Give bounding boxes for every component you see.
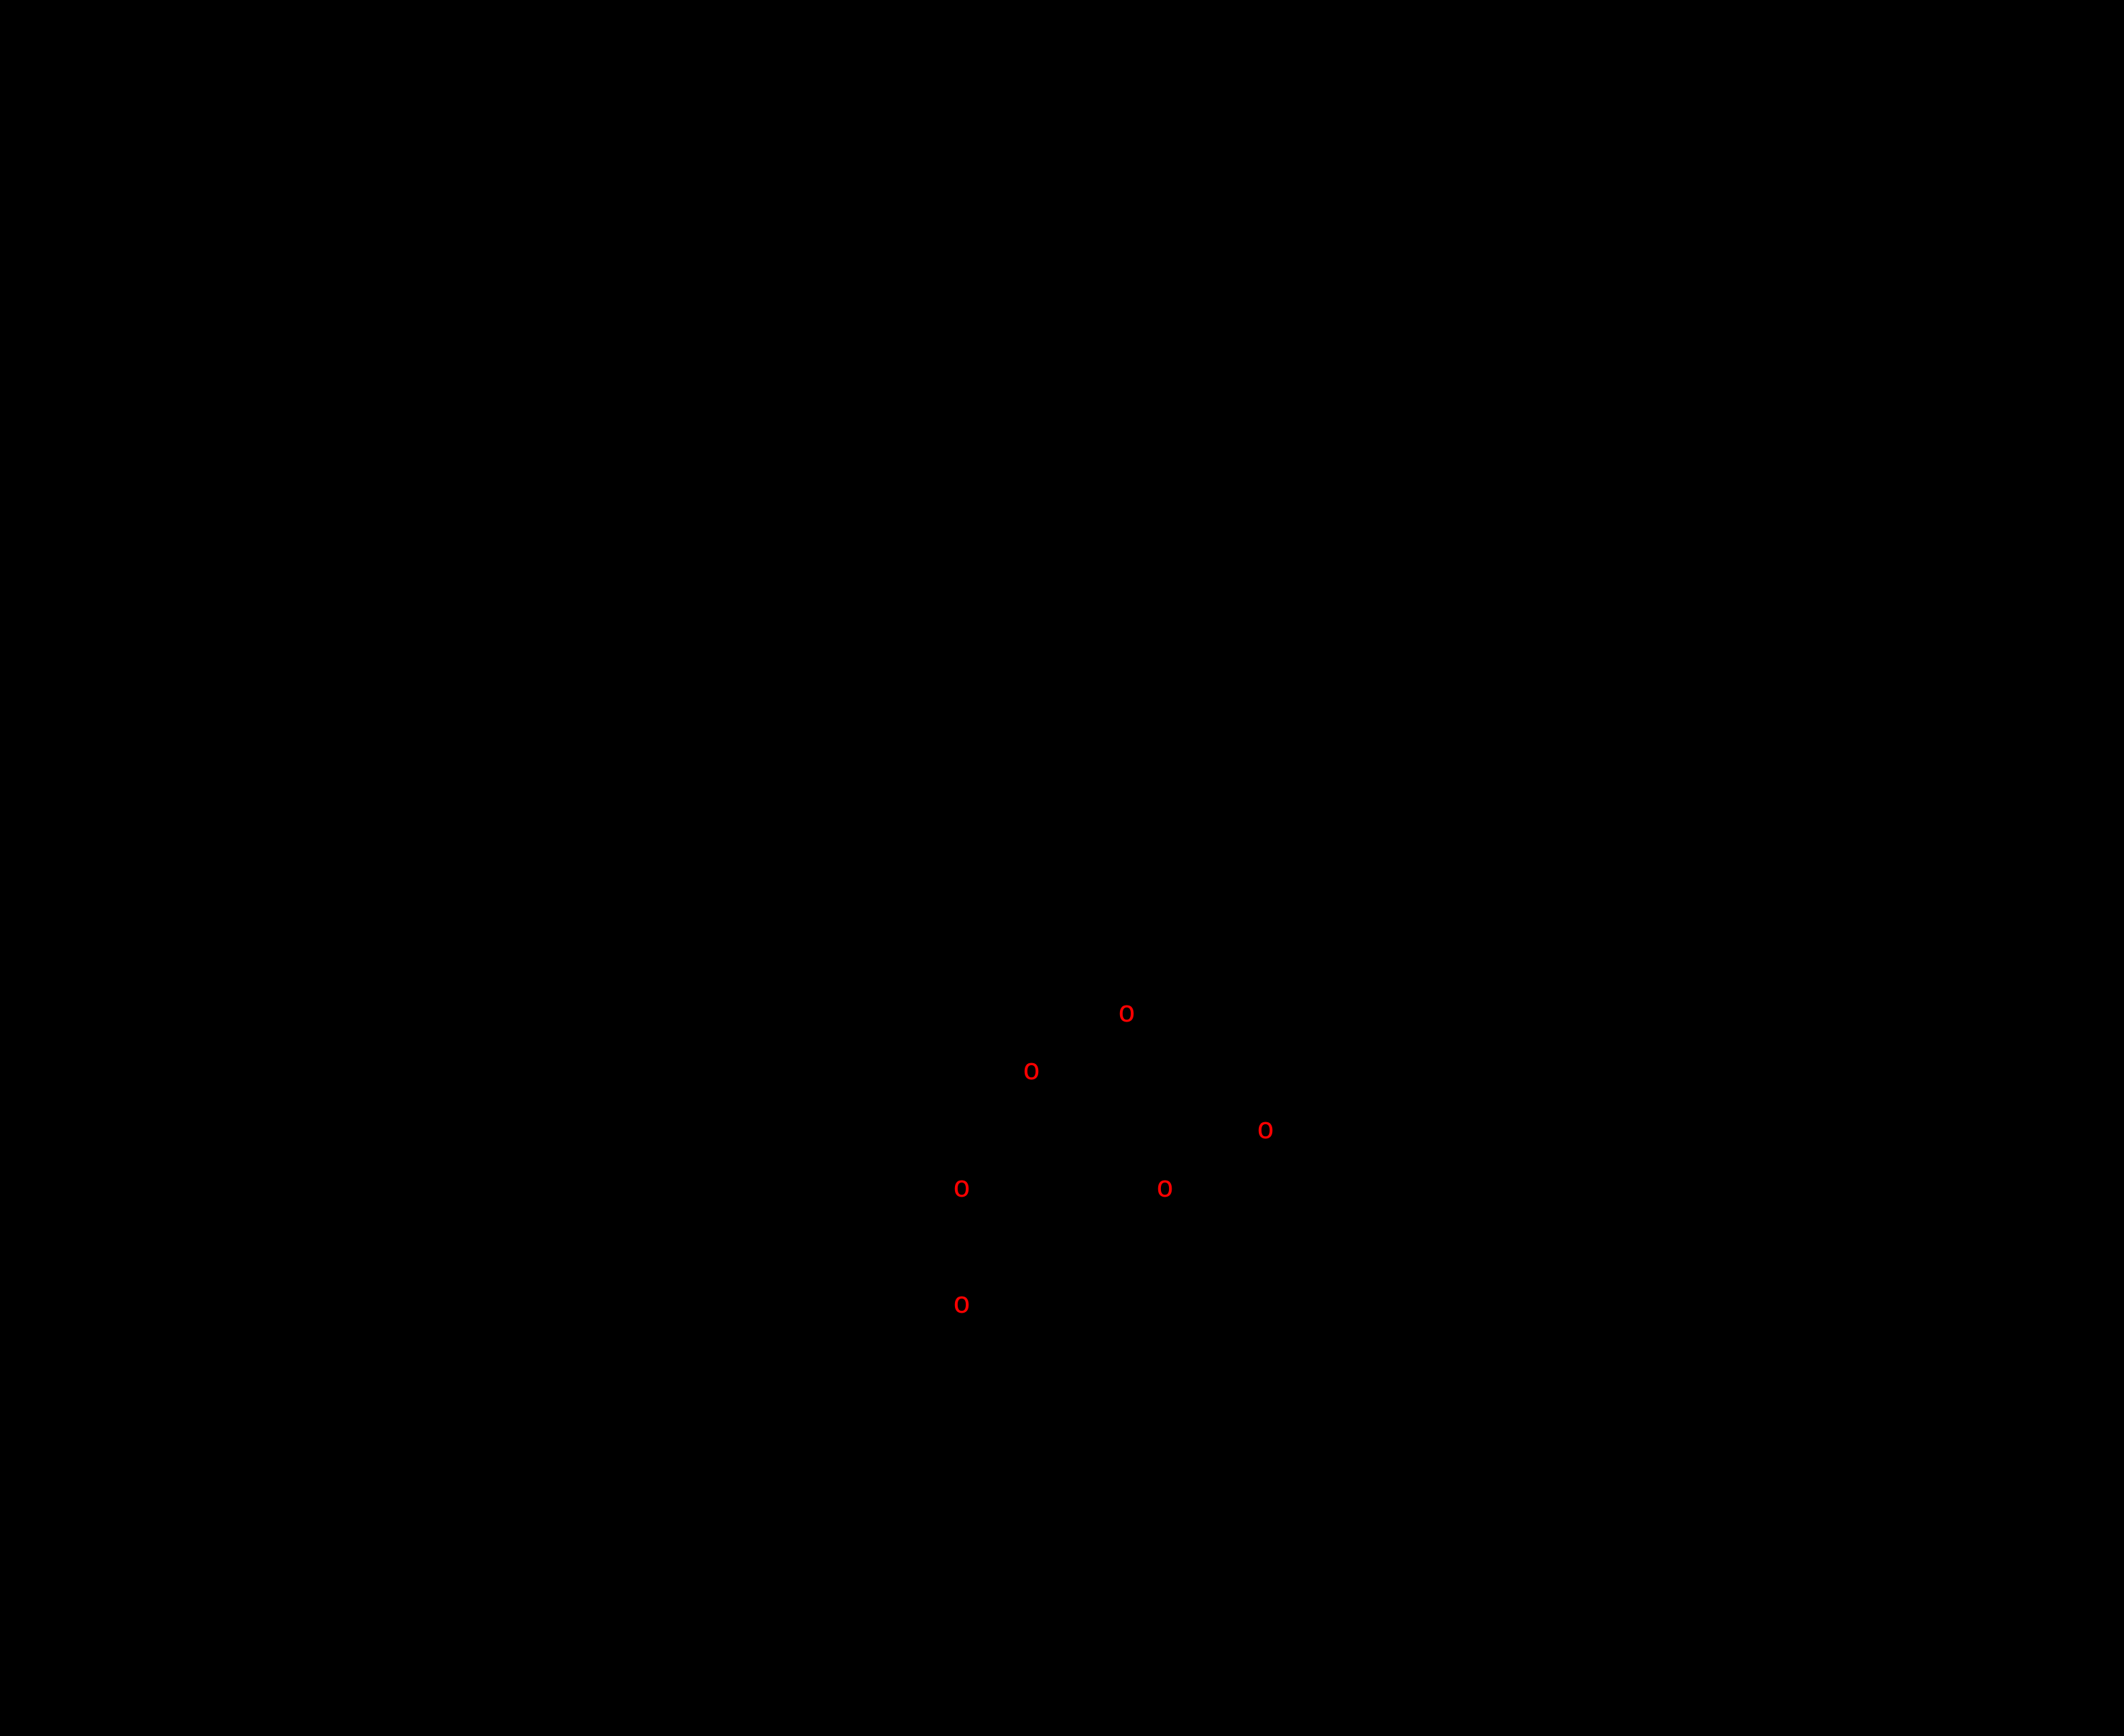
scatter-point-5: o bbox=[953, 1289, 971, 1318]
scatter-point-4: o bbox=[1156, 1173, 1174, 1202]
scatter-canvas: o o o o o o bbox=[0, 0, 2124, 1736]
scatter-point-2: o bbox=[1257, 1114, 1275, 1144]
scatter-point-3: o bbox=[953, 1173, 971, 1202]
scatter-point-1: o bbox=[1023, 1055, 1041, 1085]
scatter-point-0: o bbox=[1118, 997, 1136, 1027]
